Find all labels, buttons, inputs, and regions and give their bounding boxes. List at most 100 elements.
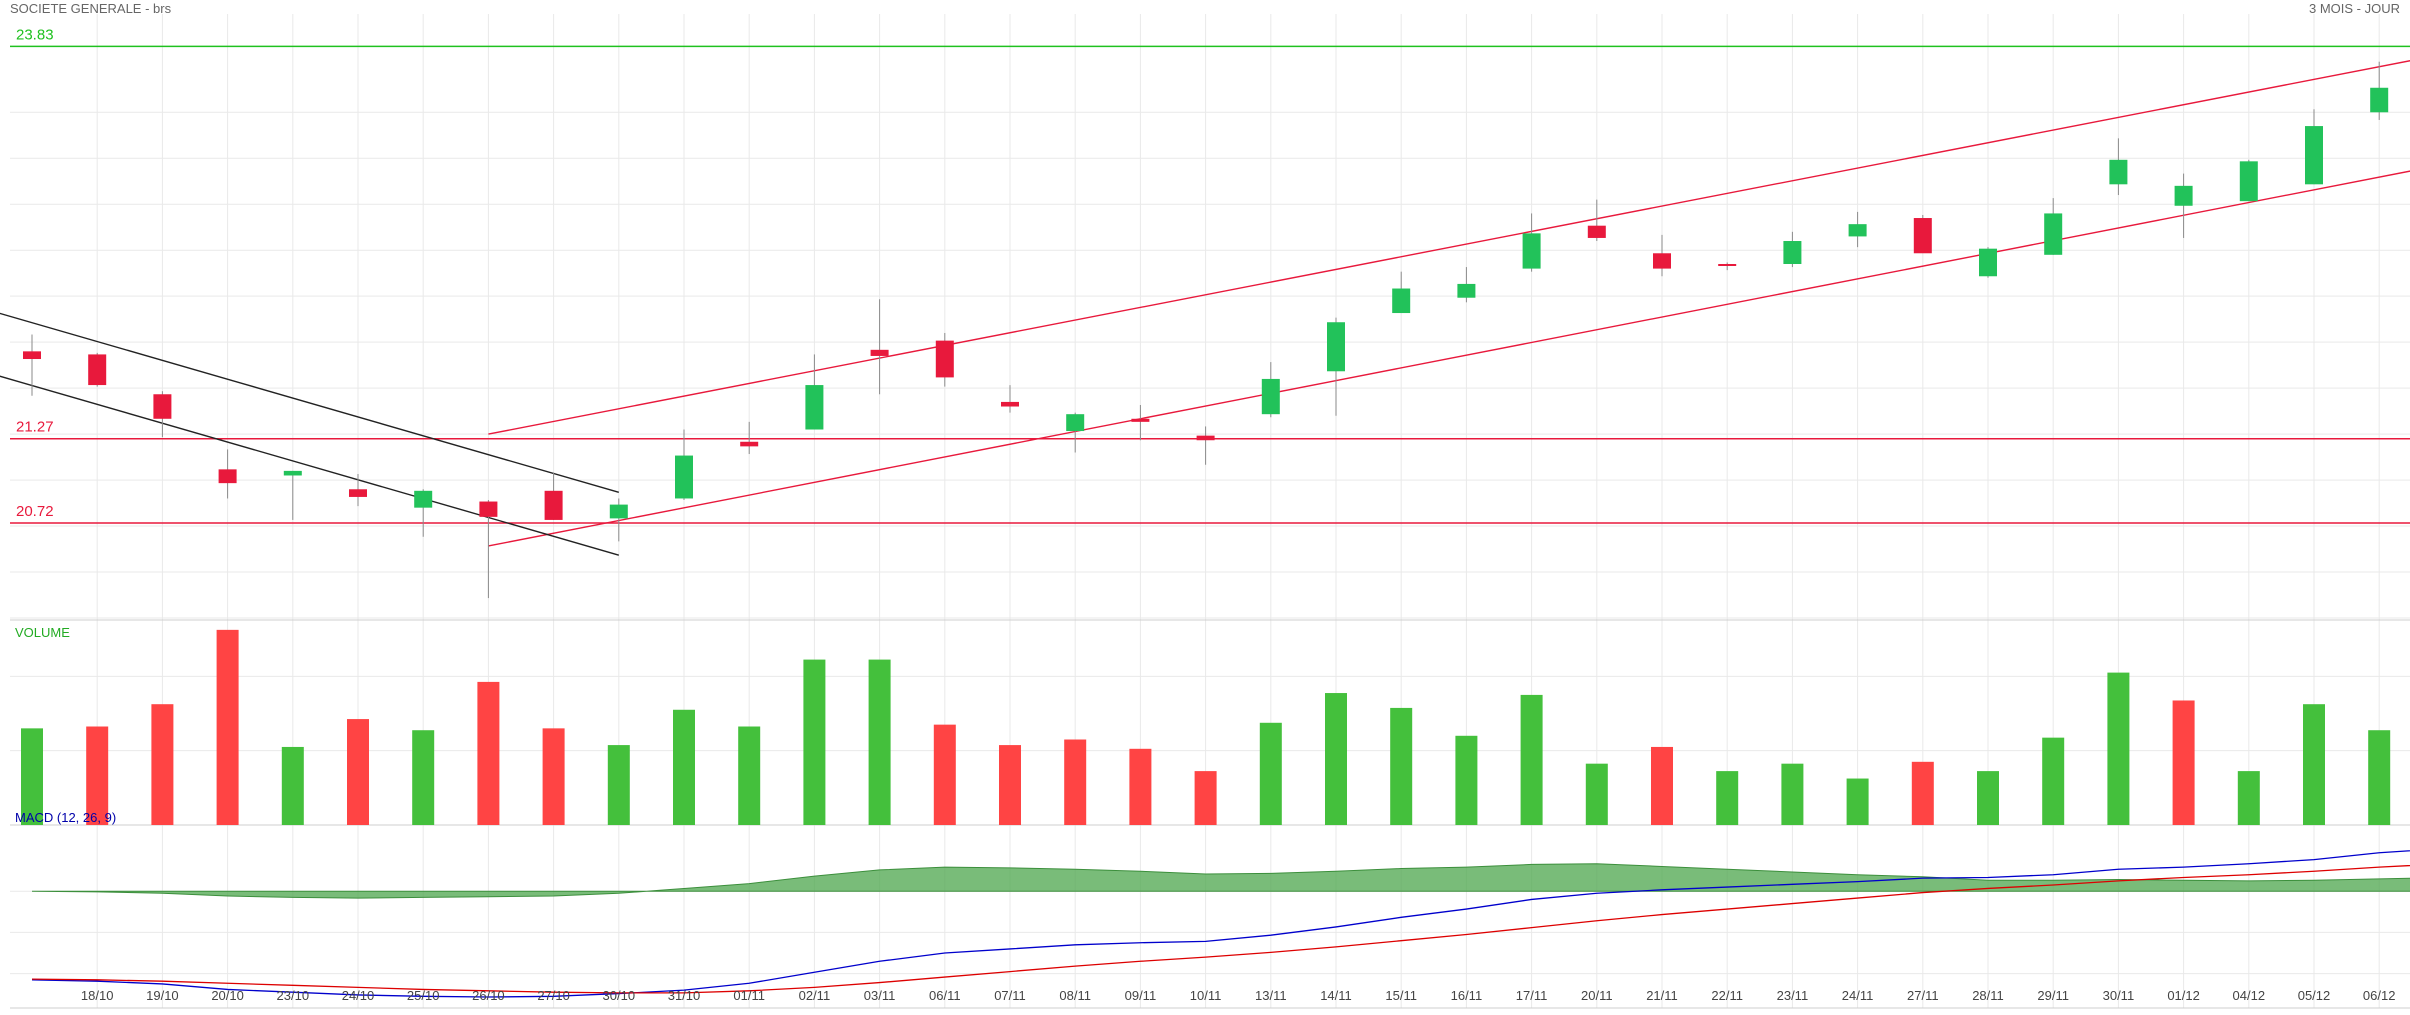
candle-body: [675, 455, 693, 499]
date-tick-label: 20/10: [211, 988, 244, 1003]
date-tick-label: 30/11: [2103, 988, 2135, 1003]
date-tick-label: 09/11: [1125, 988, 1157, 1003]
candle-body: [1587, 225, 1606, 238]
volume-bar: [412, 730, 435, 825]
volume-title: VOLUME: [15, 625, 70, 640]
volume-bar: [21, 728, 43, 825]
volume-bar: [1390, 707, 1413, 825]
grid: [10, 14, 2410, 1008]
volume-panel: [21, 629, 2391, 825]
candle-body: [1196, 435, 1215, 441]
candle-body: [2239, 161, 2258, 202]
volume-bar: [477, 681, 500, 825]
volume-bar: [2172, 700, 2195, 825]
date-tick-label: 06/12: [2363, 988, 2396, 1003]
candle-body: [1913, 218, 1932, 254]
volume-bar: [868, 659, 891, 825]
candle-body: [1327, 322, 1345, 372]
date-tick-label: 18/10: [81, 988, 114, 1003]
candle-body: [23, 351, 41, 360]
volume-bar: [2042, 737, 2065, 825]
date-tick-label: 25/10: [407, 988, 440, 1003]
volume-bar: [1194, 771, 1217, 825]
candle-body: [870, 349, 889, 356]
volume-bar: [1129, 748, 1152, 825]
level-label: 23.83: [16, 26, 54, 43]
date-tick-label: 27/11: [1907, 988, 1939, 1003]
date-tick-label: 14/11: [1320, 988, 1352, 1003]
volume-bar: [151, 704, 174, 825]
candle-body: [544, 490, 563, 520]
volume-bar: [607, 745, 630, 825]
candle-body: [2044, 213, 2063, 255]
date-tick-label: 20/11: [1581, 988, 1613, 1003]
candle-body: [1522, 233, 1541, 269]
candle-body: [283, 470, 302, 476]
level-label: 21.27: [16, 419, 54, 436]
axes: 23.4023.1022.8022.5022.2021.9021.6021.30…: [81, 988, 2396, 1003]
date-tick-label: 16/11: [1451, 988, 1483, 1003]
volume-bar: [1064, 739, 1087, 825]
date-tick-label: 07/11: [994, 988, 1026, 1003]
date-tick-label: 19/10: [146, 988, 179, 1003]
volume-bar: [803, 659, 826, 825]
volume-bar: [1259, 722, 1282, 825]
candle-body: [1653, 253, 1671, 269]
macd-panel: 0.3900.261: [31, 850, 2410, 998]
candle-body: [2305, 126, 2323, 185]
trend-line-channel-top: [488, 60, 2410, 435]
volume-bar: [999, 745, 1021, 825]
volume-bar: [1716, 771, 1739, 825]
candle-body: [1457, 283, 1476, 298]
level-label: 20.72: [16, 503, 54, 520]
date-tick-label: 06/11: [929, 988, 961, 1003]
candle-body: [1066, 414, 1085, 432]
date-tick-label: 23/10: [277, 988, 310, 1003]
trend-line-downtrend-top: [0, 312, 619, 494]
candle-body: [1261, 378, 1280, 415]
volume-bar: [1325, 693, 1347, 825]
date-tick-label: 03/11: [864, 988, 896, 1003]
volume-bar: [673, 709, 695, 825]
volume-bar: [933, 724, 956, 825]
date-tick-label: 17/11: [1516, 988, 1548, 1003]
date-tick-label: 13/11: [1255, 988, 1287, 1003]
volume-bar: [1781, 763, 1804, 825]
candle-body: [609, 504, 628, 519]
candle-body: [2174, 185, 2193, 206]
volume-bar: [2107, 672, 2130, 825]
date-tick-label: 27/10: [537, 988, 570, 1003]
volume-bar: [2303, 704, 2325, 825]
candle-body: [805, 385, 824, 430]
candle-body: [1718, 264, 1737, 266]
candle-body: [218, 469, 237, 484]
date-tick-label: 31/10: [668, 988, 701, 1003]
date-tick-label: 05/12: [2298, 988, 2331, 1003]
candle-body: [153, 394, 172, 419]
trend-line-downtrend-bottom: [0, 375, 619, 556]
candle-body: [349, 489, 367, 497]
candle-body: [740, 441, 759, 447]
volume-bar: [542, 728, 565, 825]
date-tick-label: 28/11: [1972, 988, 2004, 1003]
trend-line-channel-bottom: [488, 170, 2410, 547]
volume-bar: [216, 629, 239, 825]
date-tick-label: 21/11: [1646, 988, 1678, 1003]
volume-bar: [1651, 746, 1673, 825]
candle-body: [479, 501, 498, 517]
volume-bar: [2237, 771, 2260, 825]
volume-bar: [1911, 761, 1934, 825]
date-tick-label: 23/11: [1777, 988, 1809, 1003]
period-label: 3 MOIS - JOUR: [2309, 1, 2400, 16]
macd-line-signal: [31, 864, 2410, 994]
date-tick-label: 04/12: [2233, 988, 2266, 1003]
volume-bar: [1520, 694, 1543, 825]
volume-bar: [1846, 778, 1869, 825]
macd-line-macd: [31, 850, 2410, 998]
candle-body: [2109, 159, 2128, 185]
date-tick-label: 01/12: [2167, 988, 2200, 1003]
date-tick-label: 26/10: [472, 988, 505, 1003]
candle-body: [88, 354, 107, 386]
